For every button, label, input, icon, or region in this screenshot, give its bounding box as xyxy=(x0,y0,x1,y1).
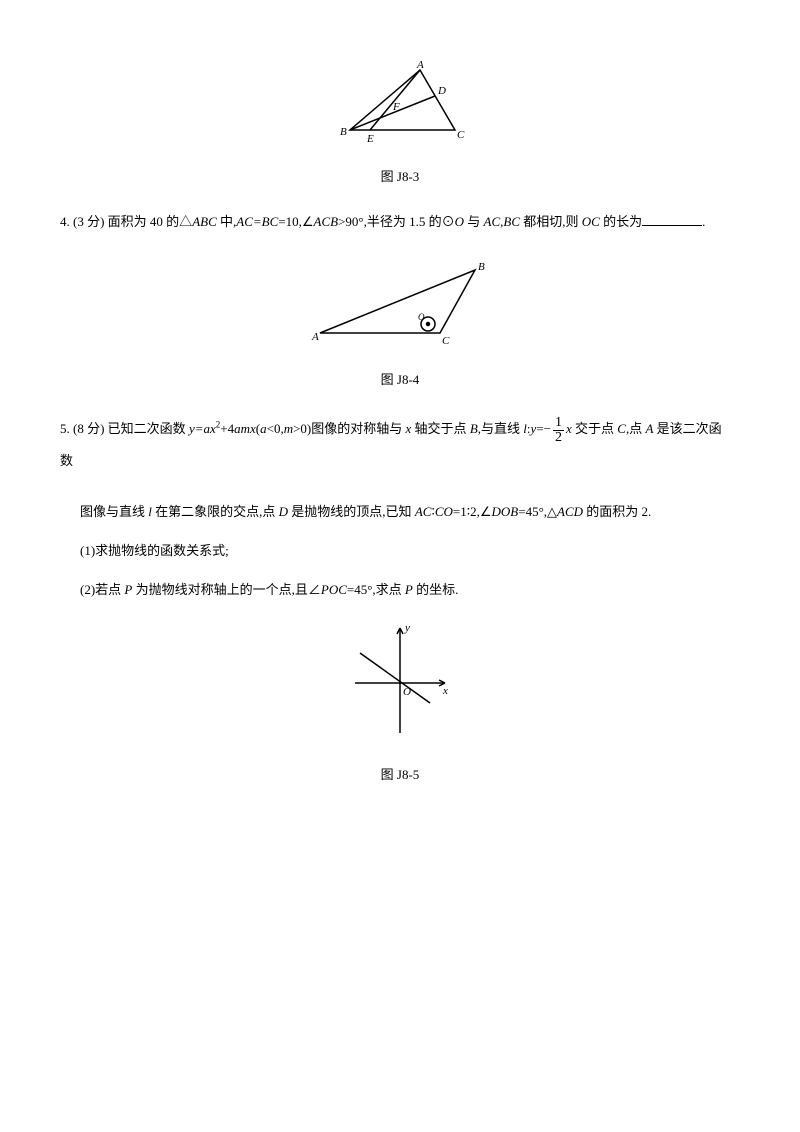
svg-text:x: x xyxy=(442,685,448,697)
svg-text:D: D xyxy=(437,85,446,97)
svg-text:O: O xyxy=(418,312,425,322)
svg-text:O: O xyxy=(403,686,411,698)
problem-5-sub1: (1)求抛物线的函数关系式; xyxy=(80,540,740,559)
problem-5: 5. (8 分) 已知二次函数 y=ax2+4amx(a<0,m>0)图像的对称… xyxy=(60,413,740,476)
problem-number: 5. xyxy=(60,421,70,436)
svg-text:B: B xyxy=(478,261,485,273)
triangle-diagram-2: A B C O xyxy=(300,258,500,353)
fraction: 12 xyxy=(553,416,564,445)
figure-label-1: 图 J8-3 xyxy=(60,166,740,185)
figure-j8-4: A B C O 图 J8-4 xyxy=(60,258,740,388)
svg-text:C: C xyxy=(442,335,450,347)
figure-j8-5: y x O 图 J8-5 xyxy=(60,618,740,783)
figure-label-2: 图 J8-4 xyxy=(60,369,740,388)
svg-text:A: A xyxy=(416,60,424,71)
figure-j8-3: A B C D E F 图 J8-3 xyxy=(60,60,740,185)
problem-4: 4. (3 分) 面积为 40 的△ABC 中,AC=BC=10,∠ACB>90… xyxy=(60,210,740,233)
figure-label-3: 图 J8-5 xyxy=(60,764,740,783)
coordinate-diagram: y x O xyxy=(335,618,465,748)
problem-number: 4. xyxy=(60,214,70,229)
svg-text:B: B xyxy=(340,126,347,138)
problem-5-sub2: (2)若点 P 为抛物线对称轴上的一个点,且∠POC=45°,求点 P 的坐标. xyxy=(80,579,740,598)
problem-points: (3 分) xyxy=(73,214,104,229)
svg-text:E: E xyxy=(366,133,374,145)
svg-text:A: A xyxy=(311,331,319,343)
svg-text:C: C xyxy=(457,129,465,141)
svg-text:y: y xyxy=(404,622,410,634)
svg-text:F: F xyxy=(392,101,400,113)
triangle-diagram-1: A B C D E F xyxy=(325,60,475,150)
problem-5-line2: 图像与直线 l 在第二象限的交点,点 D 是抛物线的顶点,已知 AC∶CO=1∶… xyxy=(80,501,740,520)
answer-blank xyxy=(642,225,702,226)
problem-points: (8 分) xyxy=(73,421,104,436)
